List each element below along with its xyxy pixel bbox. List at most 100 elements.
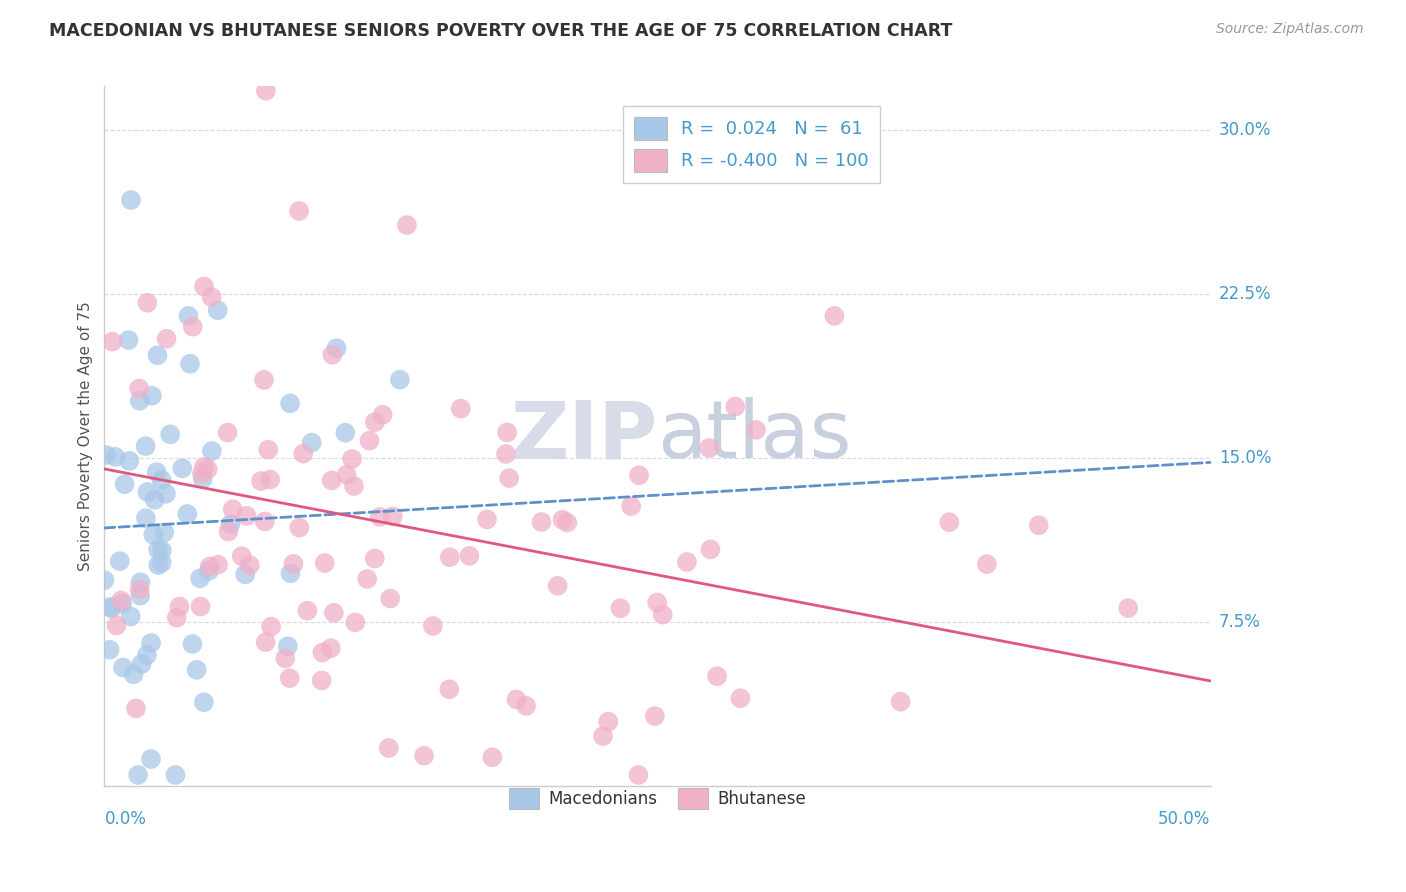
Point xyxy=(378,741,401,756)
Point xyxy=(297,604,319,618)
Point xyxy=(128,393,150,408)
Point xyxy=(179,357,201,371)
Point xyxy=(186,663,208,677)
Point xyxy=(104,450,127,464)
Point xyxy=(697,441,720,455)
Point xyxy=(278,671,301,685)
Point xyxy=(145,465,167,479)
Point xyxy=(335,425,357,440)
Point xyxy=(155,332,177,346)
Point xyxy=(193,459,215,474)
Point xyxy=(217,425,239,440)
Point xyxy=(496,425,519,440)
Point xyxy=(135,511,157,525)
Point xyxy=(450,401,472,416)
Point xyxy=(191,472,214,486)
Point xyxy=(118,454,141,468)
Point xyxy=(96,448,118,462)
Point xyxy=(253,515,276,529)
Point xyxy=(976,557,998,571)
Point xyxy=(128,382,150,396)
Point xyxy=(111,660,134,674)
Point xyxy=(181,319,204,334)
Point xyxy=(322,606,344,620)
Point xyxy=(481,750,503,764)
Point xyxy=(325,341,347,355)
Point xyxy=(193,695,215,709)
Point xyxy=(190,599,212,614)
Point xyxy=(201,290,224,304)
Point xyxy=(259,473,281,487)
Point xyxy=(475,512,498,526)
Text: 50.0%: 50.0% xyxy=(1159,811,1211,829)
Point xyxy=(889,695,911,709)
Point xyxy=(319,641,342,656)
Point xyxy=(344,615,367,630)
Point xyxy=(198,559,221,574)
Point xyxy=(706,669,728,683)
Point xyxy=(395,218,418,232)
Point xyxy=(129,575,152,590)
Point xyxy=(120,609,142,624)
Point xyxy=(439,550,461,565)
Point xyxy=(122,667,145,681)
Point xyxy=(274,651,297,665)
Point xyxy=(222,502,245,516)
Text: 22.5%: 22.5% xyxy=(1219,285,1271,303)
Point xyxy=(181,637,204,651)
Point xyxy=(176,507,198,521)
Text: 0.0%: 0.0% xyxy=(104,811,146,829)
Point xyxy=(592,729,614,743)
Text: Source: ZipAtlas.com: Source: ZipAtlas.com xyxy=(1216,22,1364,37)
Point xyxy=(191,467,214,481)
Point xyxy=(143,492,166,507)
Point xyxy=(359,434,381,448)
Point xyxy=(620,499,643,513)
Point xyxy=(343,479,366,493)
Point xyxy=(125,701,148,715)
Point xyxy=(105,618,128,632)
Point xyxy=(823,309,845,323)
Point xyxy=(627,468,650,483)
Point xyxy=(699,542,721,557)
Text: 15.0%: 15.0% xyxy=(1219,449,1271,467)
Point xyxy=(233,567,256,582)
Point xyxy=(169,599,191,614)
Point xyxy=(321,348,343,362)
Text: ZIP: ZIP xyxy=(510,397,658,475)
Point xyxy=(254,635,277,649)
Point xyxy=(368,509,391,524)
Point xyxy=(388,373,411,387)
Point xyxy=(131,657,153,671)
Point xyxy=(1028,518,1050,533)
Point xyxy=(321,474,343,488)
Point xyxy=(257,442,280,457)
Point xyxy=(547,579,569,593)
Point xyxy=(101,334,124,349)
Point xyxy=(555,516,578,530)
Point xyxy=(314,556,336,570)
Point xyxy=(311,673,333,688)
Point xyxy=(381,509,404,524)
Point xyxy=(730,691,752,706)
Point xyxy=(239,558,262,573)
Point xyxy=(136,295,159,310)
Point xyxy=(938,515,960,529)
Point xyxy=(146,348,169,362)
Point xyxy=(253,373,276,387)
Point xyxy=(413,748,436,763)
Point xyxy=(120,193,142,207)
Point xyxy=(141,389,163,403)
Point xyxy=(676,555,699,569)
Text: 7.5%: 7.5% xyxy=(1219,613,1261,631)
Point xyxy=(93,573,115,587)
Point xyxy=(188,571,211,585)
Point xyxy=(301,435,323,450)
Point xyxy=(235,508,257,523)
Point xyxy=(356,572,378,586)
Point xyxy=(111,597,134,611)
Point xyxy=(288,204,311,219)
Point xyxy=(505,692,527,706)
Point xyxy=(114,477,136,491)
Point xyxy=(139,752,162,766)
